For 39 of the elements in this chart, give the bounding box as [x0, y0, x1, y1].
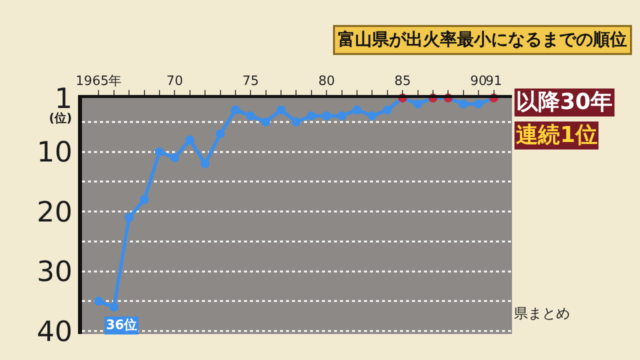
point — [140, 195, 149, 204]
x-tick-label: 90 — [470, 74, 487, 89]
point — [413, 99, 422, 108]
point — [200, 159, 210, 168]
point — [322, 111, 332, 120]
point — [276, 105, 286, 114]
point — [261, 117, 270, 126]
point — [368, 111, 377, 120]
x-tick-label: 80 — [318, 74, 335, 89]
point — [458, 99, 468, 108]
point — [352, 105, 362, 114]
chart-title: 富山県が出火率最小になるまでの順位 — [338, 30, 627, 50]
point — [474, 99, 484, 108]
text: 県まとめ — [514, 306, 570, 322]
point — [246, 111, 256, 120]
x-tick-label: 75 — [242, 74, 259, 89]
text: 以降30年 — [516, 90, 613, 115]
y-tick-label: 40 — [36, 314, 72, 348]
annotation: 36位 — [106, 318, 138, 333]
y-tick-label: 20 — [36, 195, 72, 228]
point — [337, 111, 346, 120]
y-tick-label: 30 — [36, 255, 72, 288]
point — [292, 117, 301, 126]
point — [124, 212, 134, 222]
point — [94, 296, 104, 306]
point — [216, 129, 225, 138]
y-tick-label: 10 — [36, 136, 72, 169]
point — [170, 153, 180, 162]
point — [382, 105, 392, 114]
text: 連続1位 — [516, 123, 598, 148]
x-tick-label: 91 — [485, 74, 502, 89]
point — [306, 111, 316, 120]
x-tick-label: 1965年 — [76, 74, 122, 89]
x-tick-label: 85 — [394, 74, 411, 89]
point — [230, 105, 240, 114]
point — [185, 135, 194, 144]
x-tick-label: 70 — [166, 74, 183, 89]
point — [109, 302, 118, 312]
point — [154, 147, 164, 156]
